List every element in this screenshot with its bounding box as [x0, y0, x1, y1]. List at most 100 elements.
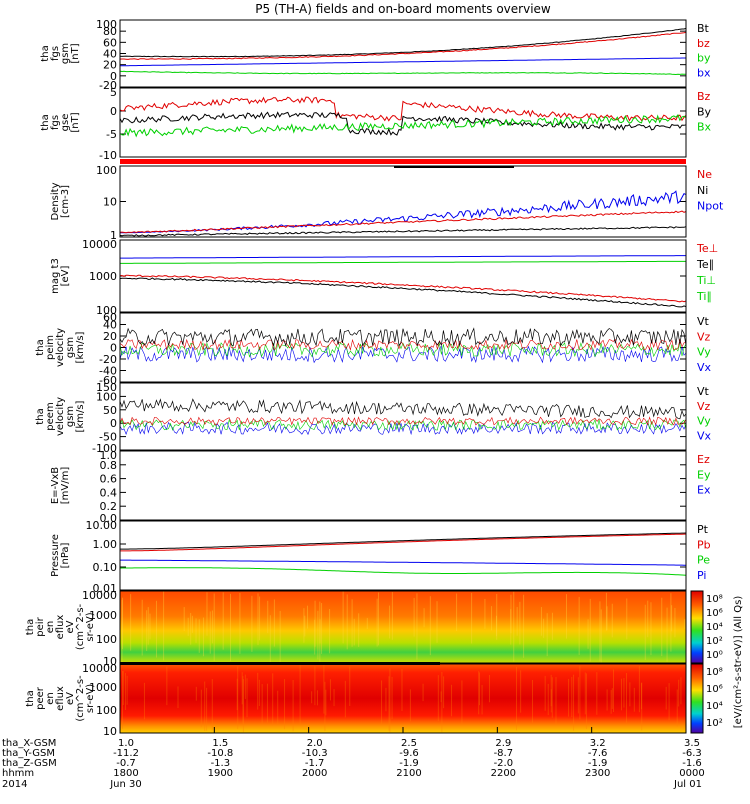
x-tick-label: 1800: [113, 768, 138, 779]
x-tick-label: -1.9: [399, 758, 419, 769]
y-axis-label: tha fgs gse [nT]: [40, 112, 81, 132]
y-label-line: tha: [35, 339, 46, 355]
legend-by: by: [697, 52, 711, 65]
legend-Pt: Pt: [697, 523, 709, 536]
series-by: [119, 70, 686, 76]
y-tick-label: -10: [99, 149, 117, 162]
colorbar-tick: 10⁰: [706, 650, 723, 661]
series-bx: [120, 57, 686, 67]
legend-Vx: Vx: [697, 429, 712, 442]
y-tick-label: 1.00: [93, 538, 118, 551]
x-date-end: Jul 01: [673, 779, 702, 790]
y-tick-label: -100: [92, 442, 117, 455]
legend-Pb: Pb: [697, 538, 711, 551]
x-tick-label: -11.2: [113, 748, 139, 759]
legend-Bx: Bx: [697, 121, 712, 134]
y-tick-label: 40: [103, 319, 117, 332]
y-axis-label: tha peer en eflux eV (cm^2-s-sr-eV): [25, 675, 96, 722]
legend-Vt: Vt: [697, 315, 710, 328]
y-tick-label: 100: [96, 704, 117, 717]
y-label-line: (cm^2-s-: [75, 675, 86, 722]
y-label-line: eV: [65, 620, 76, 633]
y-tick-label: 100: [96, 633, 117, 646]
legend-Pi: Pi: [697, 569, 706, 582]
x-tick-label: -1.6: [682, 758, 702, 769]
panel-peim-velocity: tha peim velocity gsm [km/s] 6040200-20-40-60…: [35, 311, 712, 387]
y-label-line: tha: [25, 619, 36, 635]
legend-Bz: Bz: [697, 90, 711, 103]
x-tick-label: 2.5: [401, 738, 417, 749]
y-label-line: peer: [35, 686, 46, 710]
x-tick-label: 0000: [679, 768, 704, 779]
y-label-line: en: [45, 692, 56, 705]
y-tick-label: -40: [99, 365, 117, 378]
legend-Ti∥: Ti∥: [696, 290, 712, 303]
y-tick-label: 1000: [89, 609, 117, 622]
x-tick-label: 1900: [208, 768, 233, 779]
fill-gap-band: [120, 662, 440, 665]
y-label-line: gsm: [65, 337, 76, 358]
series-Vy: [119, 418, 687, 431]
x-row-label: hhmm: [2, 768, 34, 779]
colorbar-tick: 10⁸: [706, 667, 723, 678]
y-label-line: velocity: [55, 328, 66, 367]
y-axis-label: tha fgs gsm [nT]: [40, 43, 81, 64]
colorbar-tick: 10²: [706, 636, 723, 647]
x-tick-label: -1.7: [305, 758, 325, 769]
legend-By: By: [697, 105, 712, 118]
legend-Vz: Vz: [697, 400, 711, 413]
legend-Ti⊥: Ti⊥: [696, 274, 716, 287]
legend-Vx: Vx: [697, 361, 712, 374]
y-tick-label: 50: [103, 404, 117, 417]
legend-Pe: Pe: [697, 554, 710, 567]
y-axis-label: tha peim velocity gsm [km/s]: [35, 328, 86, 367]
y-label-line: gsm: [65, 406, 76, 427]
y-tick-label: 0.8: [100, 459, 118, 472]
y-tick-label: 60: [103, 311, 117, 324]
series-Vy: [119, 341, 687, 358]
y-tick-label: 0.4: [100, 486, 118, 499]
legend-Vt: Vt: [697, 385, 710, 398]
x-row-label: tha_Z-GSM: [2, 758, 57, 769]
legend-Ni: Ni: [697, 184, 708, 197]
legend-Vy: Vy: [697, 346, 711, 359]
x-tick-label: -6.3: [682, 748, 702, 759]
y-label-line: fgs: [50, 46, 61, 61]
y-label-line: Pressure: [50, 534, 61, 577]
y-tick-label: -60: [99, 374, 117, 387]
y-label-line: sr-eV): [85, 612, 96, 641]
colorbar-tick: 10⁴: [706, 622, 723, 633]
series-By: [119, 111, 687, 136]
series-Bt: [119, 27, 687, 58]
y-label-line: E=-VxB: [50, 467, 61, 504]
series-Vz: [119, 338, 687, 351]
panel-fgs-gse: tha fgs gse [nT] 5 0 -5 -10 Bz By Bx: [40, 86, 712, 162]
legend-Te∥: Te∥: [696, 258, 714, 271]
x-tick-label: -7.6: [588, 748, 608, 759]
colorbar-tick: 10²: [706, 718, 723, 729]
y-label-line: velocity: [55, 397, 66, 436]
panel-efield: E=-VxB [mV/m] 1.00.80.60.40.20.0 Ez Ey Ex: [50, 449, 711, 525]
series-Te-perp: [120, 255, 686, 259]
legend-bz: bz: [697, 37, 710, 50]
y-tick-label: -20: [99, 353, 117, 366]
y-tick-label: 0: [110, 70, 117, 83]
y-tick-label: -50: [99, 431, 117, 444]
y-axis-label: tha peir en eflux eV (cm^2-s-sr-eV): [25, 603, 96, 650]
y-label-line: tha: [40, 45, 51, 61]
panel-peem-velocity: tha peem velocity gsm [km/s] 150100500-50-100…: [35, 381, 712, 455]
series-Vt: [119, 398, 687, 420]
y-label-line: eflux: [55, 686, 66, 711]
y-label-line: peim: [45, 335, 56, 360]
y-tick-label: 100: [96, 164, 117, 177]
x-tick-label: -0.7: [116, 758, 136, 769]
series-Vt: [119, 327, 687, 347]
series-Te-par-black: [119, 277, 687, 308]
y-tick-label: 0.0: [100, 512, 118, 525]
y-tick-label: 10: [103, 655, 117, 668]
y-label-line: mag t3: [50, 258, 61, 294]
legend-Ez: Ez: [697, 453, 710, 466]
spectrogram: [120, 591, 686, 663]
